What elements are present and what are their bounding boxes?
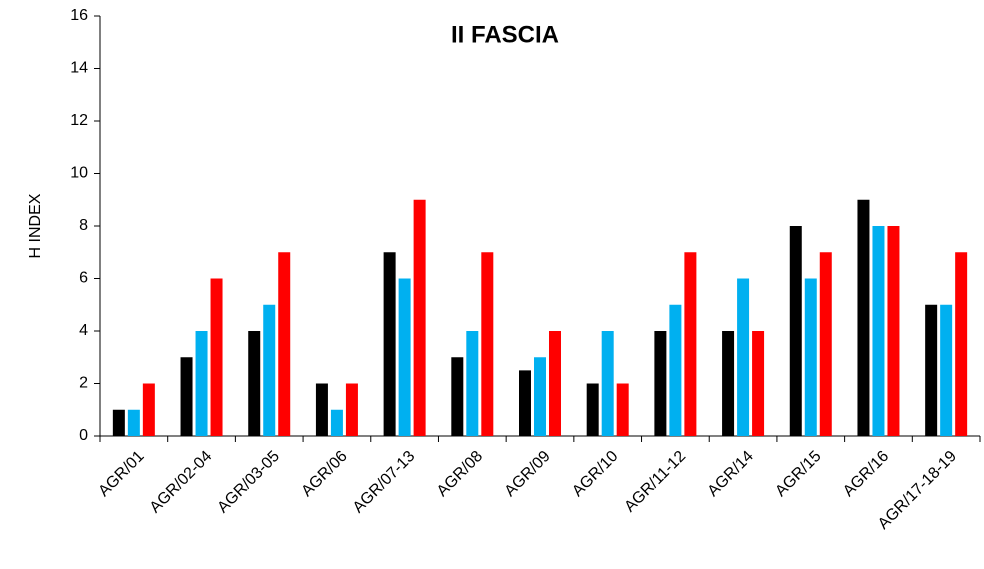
x-tick-label: AGR/08 (434, 448, 486, 500)
y-tick-label: 4 (79, 322, 88, 339)
bar (857, 199, 870, 436)
x-tick-label: AGR/06 (298, 448, 350, 500)
bar (737, 278, 750, 436)
y-axis-title: H INDEX (27, 193, 44, 258)
x-tick-label: AGR/16 (840, 448, 892, 500)
bar (789, 226, 802, 436)
x-tick-label: AGR/02-04 (147, 448, 216, 517)
x-tick-label: AGR/03-05 (214, 448, 283, 517)
bar (210, 278, 223, 436)
bar (413, 199, 426, 436)
bar (616, 383, 629, 436)
y-tick-label: 12 (70, 112, 88, 129)
bar (112, 409, 125, 436)
x-tick-label: AGR/07-13 (350, 448, 419, 517)
y-tick-label: 2 (79, 375, 88, 392)
bar (519, 370, 531, 436)
bar (278, 252, 291, 436)
bar (955, 252, 968, 436)
bar (345, 383, 358, 436)
bar (248, 331, 261, 436)
bar (127, 409, 140, 436)
bar (330, 409, 343, 436)
y-tick-label: 8 (79, 217, 88, 234)
bar (398, 278, 411, 436)
x-tick-label: AGR/10 (569, 448, 621, 500)
x-tick-label: AGR/15 (772, 448, 824, 500)
bar (654, 331, 667, 436)
bar (142, 383, 155, 436)
bar (601, 331, 614, 436)
y-tick-label: 6 (79, 270, 88, 287)
x-tick-label: AGR/11-12 (621, 448, 689, 516)
bar (669, 304, 682, 436)
chart-title: II FASCIA (451, 21, 559, 48)
x-tick-label: AGR/14 (705, 448, 757, 500)
bar (534, 357, 546, 436)
y-tick-label: 16 (70, 7, 88, 24)
bar (481, 252, 494, 436)
bar (586, 383, 599, 436)
bar (804, 278, 817, 436)
bar (315, 383, 328, 436)
bar (940, 304, 953, 436)
y-tick-label: 0 (79, 427, 88, 444)
x-tick-label: AGR/09 (502, 448, 554, 500)
bar (180, 357, 193, 436)
bar (887, 226, 900, 436)
y-tick-label: 10 (70, 165, 88, 182)
bar (752, 331, 765, 436)
bar (451, 357, 464, 436)
bar (872, 226, 885, 436)
y-tick-label: 14 (70, 60, 88, 77)
bar (819, 252, 832, 436)
bar (549, 331, 561, 436)
x-tick-label: AGR/01 (95, 448, 147, 500)
bar (263, 304, 276, 436)
bar (684, 252, 697, 436)
bar (383, 252, 396, 436)
bar (925, 304, 938, 436)
bar (466, 331, 479, 436)
bar (722, 331, 735, 436)
bar (195, 331, 208, 436)
